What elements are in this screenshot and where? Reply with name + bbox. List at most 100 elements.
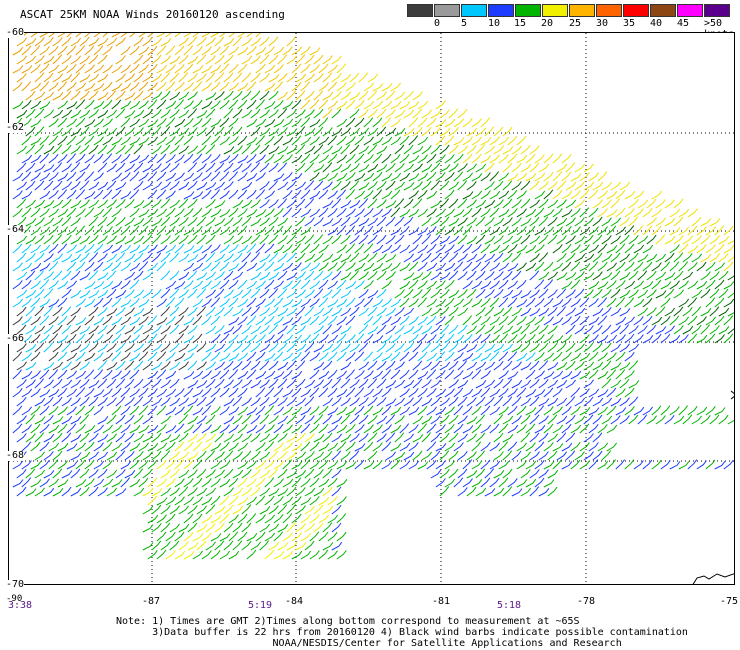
wind-barb — [448, 270, 459, 281]
wind-barb — [376, 288, 387, 299]
wind-barb — [394, 451, 406, 461]
wind-barb — [70, 37, 82, 47]
wind-barb — [237, 352, 248, 362]
wind-barb — [214, 378, 225, 389]
wind-barb — [255, 316, 266, 326]
wind-barb — [174, 333, 185, 344]
wind-barb — [286, 324, 297, 335]
wind-barb — [628, 199, 639, 209]
wind-barb — [52, 162, 63, 173]
wind-barb — [583, 325, 594, 335]
wind-barb — [502, 415, 514, 425]
wind-barb — [174, 172, 185, 182]
wind-barb-map[interactable] — [8, 32, 735, 585]
wind-barb — [390, 351, 401, 362]
wind-barb-canvas[interactable] — [9, 33, 735, 585]
wind-barb — [376, 415, 388, 425]
wind-barb — [619, 234, 630, 245]
wind-barb — [318, 478, 330, 488]
wind-barb — [129, 225, 140, 236]
wind-barb — [219, 550, 231, 560]
wind-barb — [291, 406, 303, 416]
wind-barb — [399, 153, 410, 164]
wind-barb — [597, 261, 608, 272]
wind-barb — [304, 145, 316, 155]
wind-barb — [169, 163, 180, 173]
wind-barb — [336, 351, 347, 362]
wind-barb — [709, 325, 720, 335]
wind-barb — [228, 297, 239, 308]
wind-barb — [354, 424, 365, 434]
wind-barb — [160, 38, 172, 47]
wind-barb — [394, 289, 405, 299]
wind-barb — [25, 199, 36, 209]
wind-barb — [214, 91, 225, 101]
wind-barb — [538, 432, 549, 443]
wind-barb — [363, 208, 374, 218]
wind-barb — [156, 33, 165, 38]
wind-barb — [723, 245, 734, 254]
wind-barb — [277, 504, 288, 515]
wind-barb — [295, 360, 306, 371]
wind-barb — [102, 207, 113, 218]
wind-barb — [34, 72, 45, 83]
wind-barb — [336, 173, 348, 182]
wind-barb — [457, 360, 468, 371]
wind-barb — [462, 388, 474, 398]
wind-barb — [232, 235, 244, 245]
wind-barb — [264, 549, 275, 560]
wind-barb — [615, 226, 626, 236]
wind-barb — [381, 244, 393, 254]
wind-barb — [556, 397, 568, 407]
wind-barb — [439, 164, 451, 173]
wind-barb — [223, 379, 234, 389]
wind-barb — [475, 487, 487, 497]
wind-barb — [633, 280, 644, 290]
wind-barb — [538, 288, 549, 299]
wind-barb — [79, 235, 91, 245]
wind-barb — [151, 488, 163, 497]
wind-barb — [408, 388, 419, 398]
wind-barb — [430, 234, 441, 245]
wind-barb — [178, 91, 190, 101]
wind-barb — [88, 181, 100, 191]
wind-barb — [480, 190, 491, 200]
wind-barb — [21, 334, 32, 344]
wind-barb — [223, 487, 234, 497]
wind-barb — [498, 244, 510, 254]
wind-barb — [655, 290, 667, 299]
wind-barb — [174, 459, 184, 470]
wind-barb — [16, 433, 27, 443]
wind-barb — [466, 217, 477, 227]
wind-barb — [102, 99, 113, 110]
wind-barb — [192, 441, 203, 452]
wind-barb — [115, 469, 126, 479]
wind-barb — [327, 227, 339, 236]
wind-barb — [610, 398, 622, 407]
wind-barb — [205, 450, 216, 461]
wind-barb — [138, 387, 149, 398]
wind-barb — [133, 54, 144, 65]
wind-barb — [30, 244, 41, 254]
wind-barb — [309, 369, 320, 380]
wind-barb — [579, 352, 591, 362]
wind-barb — [430, 271, 442, 281]
wind-barb — [232, 433, 243, 443]
wind-barb — [529, 343, 540, 353]
wind-barb — [192, 370, 204, 380]
wind-barb — [165, 225, 176, 236]
wind-barb — [556, 253, 567, 263]
wind-barb — [129, 118, 140, 128]
wind-barb — [61, 306, 72, 317]
wind-barb — [151, 397, 163, 407]
wind-barb — [286, 360, 297, 371]
wind-barb — [408, 117, 419, 128]
wind-barb — [57, 460, 68, 470]
wind-barb — [273, 46, 285, 56]
wind-barb — [552, 424, 564, 434]
wind-barb — [435, 208, 446, 218]
wind-barb — [61, 270, 72, 281]
wind-barb — [147, 514, 159, 524]
wind-barb — [363, 370, 374, 380]
legend-swatch — [515, 4, 541, 17]
